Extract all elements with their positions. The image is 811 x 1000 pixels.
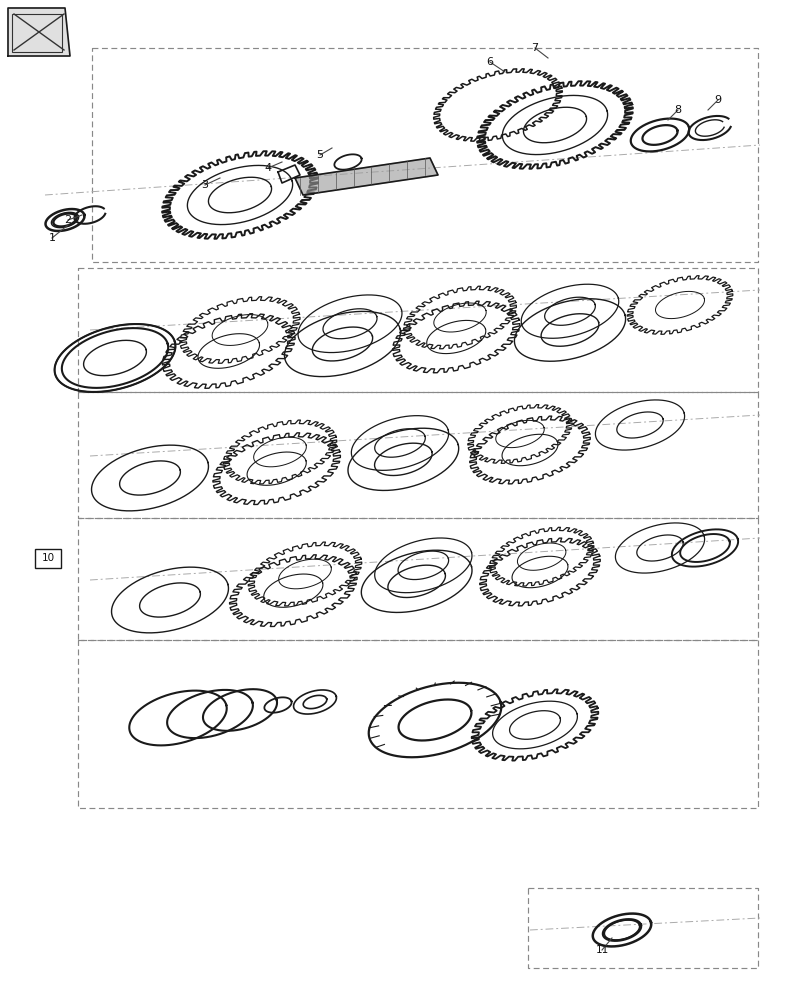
Text: 7: 7 bbox=[530, 43, 538, 53]
Polygon shape bbox=[8, 8, 70, 56]
Polygon shape bbox=[294, 158, 437, 195]
Text: 6: 6 bbox=[486, 57, 493, 67]
Text: 5: 5 bbox=[316, 150, 323, 160]
Text: 1: 1 bbox=[49, 233, 55, 243]
Bar bbox=[12, 14, 62, 52]
FancyBboxPatch shape bbox=[35, 549, 61, 568]
Text: 4: 4 bbox=[264, 163, 271, 173]
Text: 8: 8 bbox=[674, 105, 680, 115]
Text: 10: 10 bbox=[41, 553, 54, 563]
Text: 2: 2 bbox=[64, 215, 71, 225]
Text: 9: 9 bbox=[714, 95, 721, 105]
Text: 11: 11 bbox=[594, 945, 608, 955]
Text: 3: 3 bbox=[201, 180, 208, 190]
